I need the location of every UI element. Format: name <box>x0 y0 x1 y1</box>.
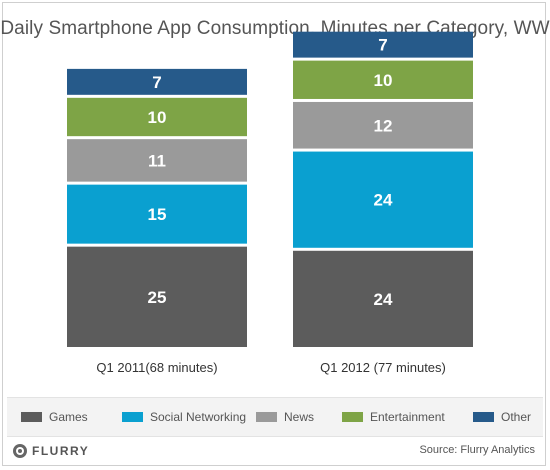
data-label-games-2: 24 <box>374 290 393 309</box>
flurry-logo: FLURRY <box>13 442 89 460</box>
legend-label-news: News <box>284 410 315 424</box>
stacked-bar-chart: 25 15 11 10 7 Q1 2011(68 minutes) 24 24 12 10 7 Q1 … <box>67 31 473 375</box>
category-label-1: Q1 2011(68 minutes) <box>96 360 217 375</box>
legend-swatch-other <box>473 412 494 422</box>
bar-entertainment-1 <box>67 97 247 137</box>
bar-news-1 <box>67 139 247 182</box>
legend-label-social-networking: Social Networking <box>150 410 247 424</box>
bar-social-networking-2 <box>293 151 473 248</box>
bar-social-networking-1 <box>67 184 247 244</box>
legend-item-entertainment: Entertainment <box>342 410 445 424</box>
footer: FLURRY Source: Flurry Analytics <box>7 440 543 462</box>
legend-label-entertainment: Entertainment <box>370 410 445 424</box>
bar-games-2 <box>293 250 473 347</box>
legend-swatch-social-networking <box>122 412 143 422</box>
legend-label-other: Other <box>501 410 532 424</box>
bar-games-1 <box>67 246 247 347</box>
data-label-social-networking-2: 24 <box>374 191 393 210</box>
legend-label-games: Games <box>49 410 88 424</box>
source-note: Source: Flurry Analytics <box>419 444 535 456</box>
legend-swatch-games <box>21 412 42 422</box>
data-label-games-1: 25 <box>148 288 167 307</box>
category-label-2: Q1 2012 (77 minutes) <box>320 360 446 375</box>
data-label-other-1: 7 <box>152 73 161 92</box>
bar-entertainment-2 <box>293 60 473 99</box>
data-label-entertainment-2: 10 <box>374 71 393 90</box>
legend-swatch-entertainment <box>342 412 363 422</box>
data-label-entertainment-1: 10 <box>148 108 167 127</box>
flurry-logo-icon <box>13 444 27 458</box>
bar-other-1 <box>67 68 247 95</box>
data-label-news-1: 11 <box>148 151 166 170</box>
data-label-news-2: 12 <box>374 116 393 135</box>
legend-item-other: Other <box>473 410 531 424</box>
legend-item-games: Games <box>21 410 88 424</box>
legend-item-social-networking: Social Networking <box>122 410 246 424</box>
data-label-other-2: 7 <box>378 36 387 55</box>
bar-news-2 <box>293 101 473 149</box>
legend-swatch-news <box>256 412 277 422</box>
legend-item-news: News <box>256 410 314 424</box>
legend: Games Social Networking News Entertainme… <box>7 397 543 437</box>
data-label-social-networking-1: 15 <box>148 205 167 224</box>
bar-other-2 <box>293 31 473 58</box>
flurry-logo-text: FLURRY <box>32 444 90 458</box>
